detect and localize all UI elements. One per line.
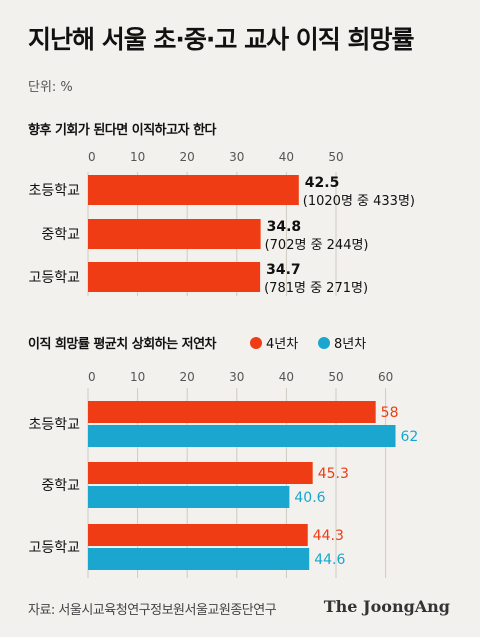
chart1-bar [88,219,261,249]
brand-logo: The JoongAng [323,597,450,616]
legend-label-8yr: 8년차 [334,337,367,352]
chart2-tick-label: 20 [180,370,195,384]
chart1-tick-label: 20 [180,150,195,164]
chart2-value-label-8yr: 44.6 [314,552,345,568]
chart1-title: 향후 기회가 된다면 이직하고자 한다 [28,123,217,138]
source-note: 자료: 서울시교육청연구정보원서울교원종단연구 [28,603,277,618]
legend-swatch-4yr [250,337,262,349]
chart2-tick-label: 40 [279,370,294,384]
chart2-category-label: 고등학교 [28,540,80,556]
chart1-value-label: 42.5 [305,175,340,191]
legend-item-8yr: 8년차 [318,333,366,352]
chart1-bar [88,175,299,205]
chart1-category-label: 고등학교 [28,270,80,286]
chart1-note-label: (1020명 중 433명) [303,194,415,209]
legend-swatch-8yr [318,337,330,349]
chart2-tick-label: 30 [229,370,244,384]
chart2-bar-4yr [88,462,313,484]
chart1-category-label: 중학교 [41,227,80,243]
chart2-tick-label: 60 [378,370,393,384]
chart1-bar [88,262,261,292]
chart2-category-label: 중학교 [41,478,80,494]
chart1-tick-label: 40 [279,150,294,164]
chart2-value-label-4yr: 45.3 [318,466,349,482]
page-title: 지난해 서울 초·중·고 교사 이직 희망률 [28,25,415,54]
chart2-bar-8yr [88,548,310,570]
chart2-category-label: 초등학교 [28,417,80,433]
chart1-tick-label: 0 [88,150,96,164]
chart2-tick-label: 50 [328,370,343,384]
chart1-tick-label: 30 [229,150,244,164]
chart2-bar-4yr [88,401,376,423]
chart2-bar-8yr [88,486,290,508]
chart1-category-label: 초등학교 [28,183,80,199]
chart1-tick-label: 10 [130,150,145,164]
chart2-tick-label: 10 [130,370,145,384]
legend-item-4yr: 4년차 [250,333,298,352]
chart2-value-label-4yr: 44.3 [313,528,344,544]
chart2-value-label-8yr: 62 [401,429,419,445]
chart2-tick-label: 0 [88,370,96,384]
chart2-bar-4yr [88,524,308,546]
chart1-value-label: 34.7 [266,262,301,278]
chart2-value-label-8yr: 40.6 [294,490,325,506]
chart1-note-label: (781명 중 271명) [264,281,368,296]
chart2-title: 이직 희망률 평균치 상회하는 저연차 [28,337,217,352]
chart2-bar-8yr [88,425,396,447]
chart2-value-label-4yr: 58 [381,405,399,421]
unit-label: 단위: % [28,80,73,95]
chart1-value-label: 34.8 [267,219,302,235]
legend-label-4yr: 4년차 [266,337,299,352]
chart1-tick-label: 50 [328,150,343,164]
chart1-note-label: (702명 중 244명) [265,238,369,253]
